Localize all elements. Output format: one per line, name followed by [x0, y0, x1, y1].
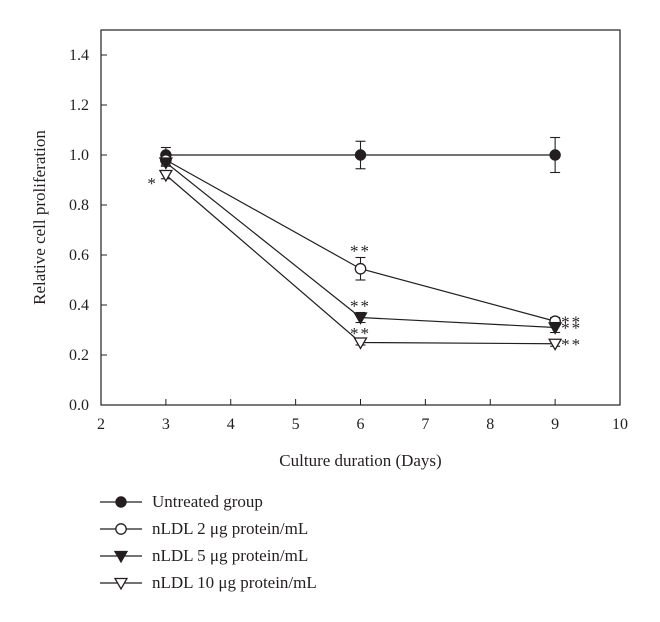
series-layer: ************* — [147, 136, 582, 354]
legend-label: nLDL 10 μg protein/mL — [152, 572, 317, 592]
x-tick-label: 6 — [357, 416, 365, 433]
legend: Untreated group nLDL 2 μg protein/mL nLD… — [100, 488, 317, 596]
legend-key-open-circle-icon — [100, 522, 142, 535]
legend-label: nLDL 5 μg protein/mL — [152, 545, 309, 565]
x-tick-label: 4 — [227, 416, 235, 433]
legend-label: Untreated group — [152, 491, 263, 511]
legend-item: nLDL 2 μg protein/mL — [100, 515, 317, 542]
legend-key-open-triangle-icon — [100, 577, 142, 590]
significance-label: ** — [350, 242, 371, 261]
y-tick-label: 1.0 — [69, 147, 89, 164]
data-point-marker — [113, 550, 129, 563]
x-tick-label: 5 — [292, 416, 300, 433]
significance-label: ** — [561, 319, 582, 338]
data-point-marker — [548, 338, 563, 352]
data-point-marker — [158, 157, 173, 170]
legend-label: nLDL 2 μg protein/mL — [152, 518, 309, 538]
legend-item: nLDL 10 μg protein/mL — [100, 569, 317, 596]
data-point-marker — [115, 495, 127, 508]
data-point-marker — [354, 149, 367, 161]
x-tick-label: 2 — [97, 416, 105, 433]
x-tick-label: 3 — [162, 416, 170, 433]
y-tick-label: 1.4 — [69, 47, 89, 64]
data-point-marker — [548, 322, 563, 335]
data-point-marker — [113, 577, 129, 590]
significance-label: ** — [561, 335, 582, 354]
significance-label: ** — [561, 312, 582, 331]
legend-key-filled-triangle-icon — [100, 550, 142, 563]
data-point-marker — [354, 262, 367, 275]
significance-label: * — [147, 174, 158, 193]
series: ** ** — [160, 154, 582, 331]
series: ***** — [147, 169, 582, 354]
x-tick-label: 9 — [551, 416, 559, 433]
significance-label: ** — [350, 324, 371, 343]
data-point-marker — [549, 149, 561, 161]
axes-layer: 2 3 4 5 6 7 8 9 10 0.0 0.2 0.4 0.6 0.8 1.0 1.2 1.4 — [69, 47, 628, 433]
y-tick-label: 0.4 — [69, 297, 89, 314]
line-chart: ************* 2 3 4 5 6 7 8 9 100.00.20.40.60.81… — [30, 29, 628, 470]
y-tick-label: 0.6 — [69, 247, 89, 264]
series — [160, 136, 561, 174]
y-tick-label: 1.2 — [69, 97, 89, 114]
data-point-marker — [353, 337, 368, 350]
legend-item: nLDL 5 μg protein/mL — [100, 542, 317, 569]
data-point-marker — [353, 312, 368, 325]
data-point-marker — [158, 169, 173, 183]
x-tick-label: 7 — [421, 416, 429, 433]
y-tick-label: 0.2 — [69, 347, 89, 364]
y-axis-label: Relative cell proliferation — [30, 130, 49, 305]
legend-item: Untreated group — [100, 488, 317, 515]
significance-label: ** — [350, 297, 371, 316]
x-tick-label: 8 — [486, 416, 494, 433]
series: **** — [158, 157, 582, 338]
x-axis-label: Culture duration (Days) — [279, 451, 441, 470]
data-point-marker — [115, 522, 127, 535]
y-tick-label: 0.0 — [69, 397, 89, 414]
y-tick-label: 0.8 — [69, 197, 89, 214]
x-tick-label: 10 — [612, 416, 628, 433]
legend-key-filled-circle-icon — [100, 495, 142, 508]
